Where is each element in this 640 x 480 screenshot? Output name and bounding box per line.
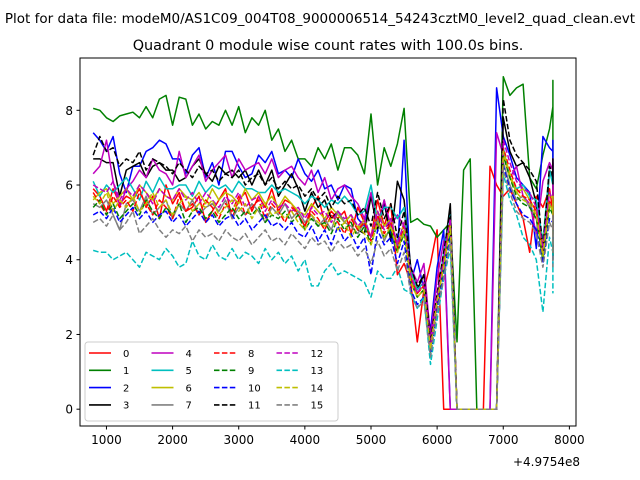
x-tick-label: 3000 (223, 433, 254, 447)
legend-label-1: 1 (123, 366, 129, 377)
figure-suptitle: Plot for data file: modeM0/AS1C09_004T08… (5, 11, 635, 27)
y-tick-label: 0 (65, 403, 73, 417)
y-tick-label: 2 (65, 328, 73, 342)
legend-box (84, 341, 339, 422)
plot-title: Quadrant 0 module wise count rates with … (133, 38, 524, 54)
legend-label-2: 2 (123, 383, 129, 394)
y-tick-label: 4 (65, 253, 73, 267)
legend-label-15: 15 (311, 401, 324, 412)
legend-label-13: 13 (311, 366, 324, 377)
legend-label-0: 0 (123, 349, 129, 360)
x-offset-label: +4.9754e8 (513, 455, 580, 469)
legend-label-7: 7 (186, 401, 192, 412)
x-tick-label: 1000 (91, 433, 122, 447)
legend-label-10: 10 (248, 383, 261, 394)
legend-label-5: 5 (186, 366, 192, 377)
legend-label-11: 11 (248, 401, 261, 412)
legend-label-14: 14 (311, 383, 324, 394)
legend-label-9: 9 (248, 366, 254, 377)
series-layer (92, 75, 554, 410)
plot-frame (79, 57, 577, 427)
x-tick-label: 5000 (356, 433, 387, 447)
legend-label-8: 8 (248, 349, 254, 360)
x-tick-label: 2000 (157, 433, 188, 447)
x-tick-label: 8000 (554, 433, 585, 447)
legend-label-3: 3 (123, 401, 129, 412)
y-tick-label: 8 (65, 104, 73, 118)
series-line-11 (92, 98, 554, 410)
legend-label-4: 4 (186, 349, 192, 360)
legend-label-12: 12 (311, 349, 324, 360)
x-tick-label: 4000 (290, 433, 321, 447)
x-tick-label: 7000 (488, 433, 519, 447)
series-line-1 (92, 75, 554, 410)
series-line-15 (92, 169, 554, 410)
legend-label-6: 6 (186, 383, 192, 394)
axis-layer: 1000 2000 3000 4000 5000 6000 7000 8000 0 2 4 6 8 (65, 104, 584, 447)
y-tick-label: 6 (65, 179, 73, 193)
x-tick-label: 6000 (422, 433, 453, 447)
